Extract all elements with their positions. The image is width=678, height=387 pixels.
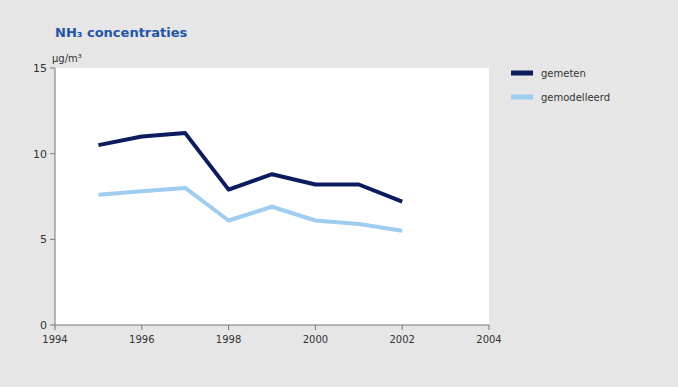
x-tick-label: 1994	[42, 334, 67, 345]
legend-label: gemeten	[541, 68, 586, 79]
x-tick	[141, 325, 142, 330]
y-tick-label: 10	[33, 148, 47, 161]
y-tick	[50, 325, 55, 326]
y-tick-label: 0	[40, 319, 47, 332]
x-axis	[55, 325, 489, 326]
legend-swatch	[511, 71, 533, 76]
series-group	[98, 133, 402, 231]
y-axis-label: µg/m³	[52, 53, 82, 64]
y-tick-label: 15	[33, 62, 47, 75]
series-line	[98, 188, 402, 231]
y-axis	[55, 68, 56, 325]
x-tick-label: 2004	[476, 334, 501, 345]
legend-swatch	[511, 95, 533, 100]
x-tick-label: 2002	[389, 334, 414, 345]
x-tick	[315, 325, 316, 330]
y-tick-label: 5	[40, 233, 47, 246]
x-tick	[55, 325, 56, 330]
x-tick	[489, 325, 490, 330]
y-tick	[50, 68, 55, 69]
x-tick	[228, 325, 229, 330]
chart-svg: NH₃ concentraties µg/m³ 0 5 10 15 1994 1996 1998…	[0, 0, 678, 387]
y-tick	[50, 153, 55, 154]
title: NH₃ concentraties	[55, 25, 188, 40]
x-tick-label: 1998	[216, 334, 241, 345]
background	[0, 0, 678, 387]
legend-label: gemodelleerd	[541, 92, 610, 103]
chart-container: NH₃ concentraties µg/m³ 0 5 10 15 1994 1996 1998…	[0, 0, 678, 387]
x-tick-label: 1996	[129, 334, 154, 345]
plot-area	[55, 68, 489, 325]
y-tick	[50, 239, 55, 240]
x-tick	[402, 325, 403, 330]
x-tick-label: 2000	[303, 334, 328, 345]
